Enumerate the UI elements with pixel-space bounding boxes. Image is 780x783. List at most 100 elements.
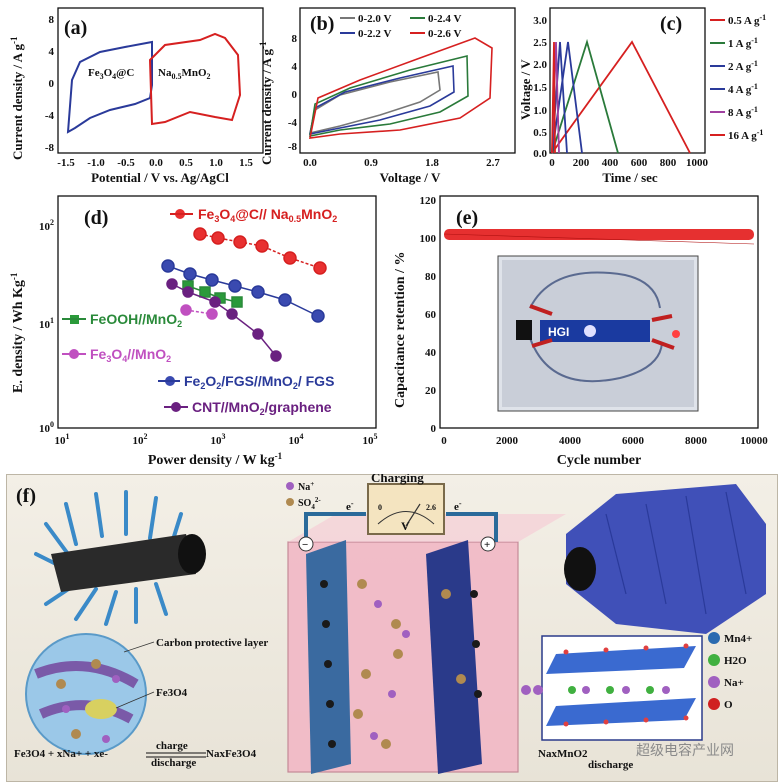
svg-text:20: 20 bbox=[425, 385, 437, 397]
svg-text:0.0: 0.0 bbox=[533, 148, 547, 160]
svg-text:0.0: 0.0 bbox=[303, 157, 317, 169]
svg-text:0.0: 0.0 bbox=[149, 157, 163, 169]
svg-text:Voltage / V: Voltage / V bbox=[520, 59, 533, 120]
svg-text:Na+: Na+ bbox=[298, 480, 314, 493]
svg-text:Na+: Na+ bbox=[724, 677, 744, 689]
svg-text:CNT//MnO2/graphene: CNT//MnO2/graphene bbox=[192, 399, 332, 417]
svg-text:e-: e- bbox=[454, 499, 462, 513]
cv-curve-fe3o4c bbox=[66, 40, 153, 134]
svg-text:0-2.0 V: 0-2.0 V bbox=[358, 13, 391, 25]
svg-text:1000: 1000 bbox=[686, 157, 709, 169]
cathode-electrode bbox=[426, 540, 482, 774]
svg-text:1.0: 1.0 bbox=[209, 157, 223, 169]
svg-text:-1.0: -1.0 bbox=[87, 157, 105, 169]
svg-text:-8: -8 bbox=[288, 141, 298, 153]
panel-c-tag: (c) bbox=[660, 13, 682, 35]
svg-text:Fe2O2/FGS//MnO2/ FGS: Fe2O2/FGS//MnO2/ FGS bbox=[184, 373, 334, 391]
svg-text:FeOOH//MnO2: FeOOH//MnO2 bbox=[90, 311, 182, 329]
svg-text:102: 102 bbox=[39, 218, 54, 233]
svg-text:-1.5: -1.5 bbox=[57, 157, 75, 169]
svg-text:2.6: 2.6 bbox=[426, 503, 436, 512]
panel-e-chart: HGI (e) 120 100 80 60 40 20 0 0 2000 400… bbox=[393, 195, 768, 468]
panel-d-chart: (d) Fe3O4@C// Na0.5MnO2 FeOOH//MnO2 Fe3O… bbox=[9, 195, 378, 468]
svg-text:O: O bbox=[724, 699, 733, 711]
svg-text:discharge: discharge bbox=[151, 757, 196, 769]
panel-b-tag: (b) bbox=[310, 13, 334, 35]
svg-text:16 A g-1: 16 A g-1 bbox=[728, 128, 763, 142]
svg-text:Fe3O4 + xNa+ + xe-: Fe3O4 + xNa+ + xe- bbox=[14, 748, 108, 760]
svg-text:1.5: 1.5 bbox=[239, 157, 253, 169]
svg-text:8: 8 bbox=[49, 14, 55, 26]
svg-text:103: 103 bbox=[211, 432, 226, 447]
panel-f-diagram: (f) Carbon protective layer Fe3O4 Fe3O4 … bbox=[14, 474, 766, 774]
svg-text:0-2.2 V: 0-2.2 V bbox=[358, 28, 391, 40]
svg-text:200: 200 bbox=[573, 157, 590, 169]
svg-text:4: 4 bbox=[49, 46, 55, 58]
svg-text:Charging: Charging bbox=[371, 474, 424, 485]
svg-text:120: 120 bbox=[420, 195, 437, 207]
svg-text:Fe3O4@C: Fe3O4@C bbox=[88, 67, 134, 81]
svg-text:8000: 8000 bbox=[685, 435, 708, 447]
svg-text:超级电容产业网: 超级电容产业网 bbox=[636, 742, 734, 759]
panel-e-tag: (e) bbox=[456, 207, 478, 229]
svg-text:4: 4 bbox=[292, 61, 298, 73]
svg-text:0: 0 bbox=[431, 423, 437, 435]
anode-electrode bbox=[306, 540, 351, 774]
svg-text:2000: 2000 bbox=[496, 435, 519, 447]
svg-text:0.5: 0.5 bbox=[179, 157, 193, 169]
svg-text:2 A g-1: 2 A g-1 bbox=[728, 59, 758, 73]
svg-text:V: V bbox=[401, 519, 410, 533]
svg-text:Mn4+: Mn4+ bbox=[724, 633, 752, 645]
svg-text:charge: charge bbox=[156, 740, 188, 752]
svg-text:Carbon protective layer: Carbon protective layer bbox=[156, 637, 268, 649]
svg-text:-4: -4 bbox=[288, 117, 298, 129]
svg-text:800: 800 bbox=[660, 157, 677, 169]
panel-a-tag: (a) bbox=[64, 17, 87, 39]
svg-text:104: 104 bbox=[289, 432, 304, 447]
svg-text:Cycle number: Cycle number bbox=[557, 453, 641, 468]
svg-text:H2O: H2O bbox=[724, 655, 747, 667]
svg-text:8: 8 bbox=[292, 33, 298, 45]
svg-text:e-: e- bbox=[346, 499, 354, 513]
zoom-circle bbox=[25, 633, 147, 755]
svg-text:0-2.4 V: 0-2.4 V bbox=[428, 13, 461, 25]
svg-text:400: 400 bbox=[602, 157, 619, 169]
svg-text:4000: 4000 bbox=[559, 435, 582, 447]
svg-text:600: 600 bbox=[631, 157, 648, 169]
svg-text:0-2.6 V: 0-2.6 V bbox=[428, 28, 461, 40]
namno2-nanosheets bbox=[566, 484, 766, 634]
panel-d-tag: (d) bbox=[84, 207, 108, 229]
svg-text:1.0: 1.0 bbox=[533, 105, 547, 117]
svg-text:Fe3O4//MnO2: Fe3O4//MnO2 bbox=[90, 346, 171, 364]
fe3o4c-nanorod bbox=[34, 490, 183, 626]
svg-text:100: 100 bbox=[39, 420, 54, 435]
svg-text:Current density / A g-1: Current density / A g-1 bbox=[258, 41, 274, 165]
panel-b-chart: (b) 0-2.0 V 0-2.2 V 0-2.4 V 0-2.6 V 8 4 … bbox=[288, 7, 516, 185]
svg-text:SO42-: SO42- bbox=[298, 496, 321, 511]
svg-text:Voltage / V: Voltage / V bbox=[380, 170, 441, 185]
svg-text:3.0: 3.0 bbox=[533, 15, 547, 27]
svg-text:−: − bbox=[302, 539, 308, 551]
svg-text:Power density / W kg-1: Power density / W kg-1 bbox=[148, 451, 283, 468]
svg-text:4 A g-1: 4 A g-1 bbox=[728, 82, 758, 96]
svg-text:10000: 10000 bbox=[740, 435, 768, 447]
cv-curve-namno2 bbox=[148, 32, 242, 126]
svg-text:100: 100 bbox=[420, 233, 437, 245]
svg-text:discharge: discharge bbox=[588, 759, 633, 771]
svg-text:0.5 A g-1: 0.5 A g-1 bbox=[728, 13, 766, 27]
svg-text:80: 80 bbox=[425, 271, 437, 283]
svg-text:NaxFe3O4: NaxFe3O4 bbox=[206, 748, 257, 760]
svg-text:-8: -8 bbox=[45, 142, 55, 154]
svg-text:2.0: 2.0 bbox=[533, 59, 547, 71]
panel-c-chart: (c) 0.5 A g-1 1 A g-1 2 A g-1 4 A g-1 8 … bbox=[520, 7, 766, 185]
svg-text:2.5: 2.5 bbox=[533, 37, 547, 49]
svg-text:Potential / V vs. Ag/AgCl: Potential / V vs. Ag/AgCl bbox=[91, 170, 229, 185]
svg-text:0: 0 bbox=[49, 78, 55, 90]
svg-text:E. density / Wh Kg-1: E. density / Wh Kg-1 bbox=[9, 272, 26, 393]
svg-text:0: 0 bbox=[378, 503, 382, 512]
svg-text:0: 0 bbox=[549, 157, 555, 169]
svg-text:40: 40 bbox=[425, 347, 437, 359]
svg-text:0.5: 0.5 bbox=[533, 127, 547, 139]
svg-text:+: + bbox=[484, 539, 490, 551]
panel-b-ylabel: Current density / A g-1 bbox=[258, 41, 274, 165]
